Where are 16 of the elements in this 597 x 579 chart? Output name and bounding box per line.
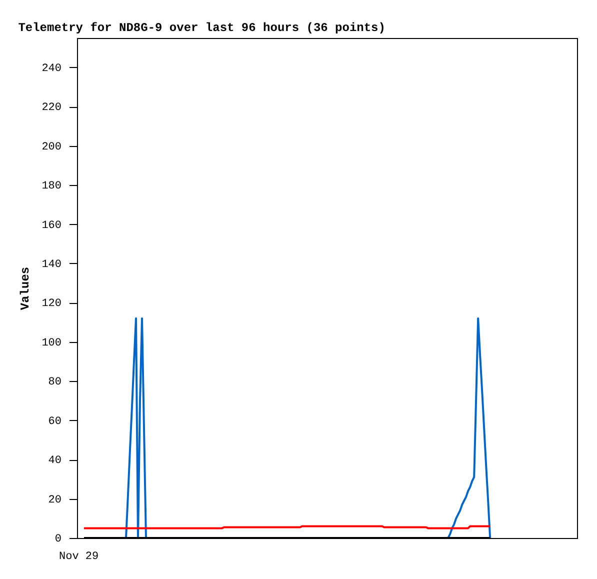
y-tick-label: 100 xyxy=(42,337,62,350)
y-tick-label: 0 xyxy=(54,534,62,546)
y-tick-label: 60 xyxy=(48,416,62,428)
y-tick-label: 40 xyxy=(48,455,62,468)
y-tick-label: 80 xyxy=(48,376,62,389)
y-tick-label: 240 xyxy=(42,62,62,75)
y-tick-label: 200 xyxy=(42,141,62,154)
y-tick-label: 220 xyxy=(42,102,62,114)
y-axis-title: Values xyxy=(18,266,33,310)
y-tick-label: 160 xyxy=(42,220,62,232)
y-tick-label: 20 xyxy=(48,494,62,506)
chart-title: Telemetry for ND8G-9 over last 96 hours (36 points) xyxy=(18,21,386,35)
y-tick-label: 120 xyxy=(42,298,62,310)
text: Nov 29 xyxy=(59,551,99,563)
y-tick-label: 180 xyxy=(42,180,62,193)
y-tick-label: 140 xyxy=(42,258,62,271)
